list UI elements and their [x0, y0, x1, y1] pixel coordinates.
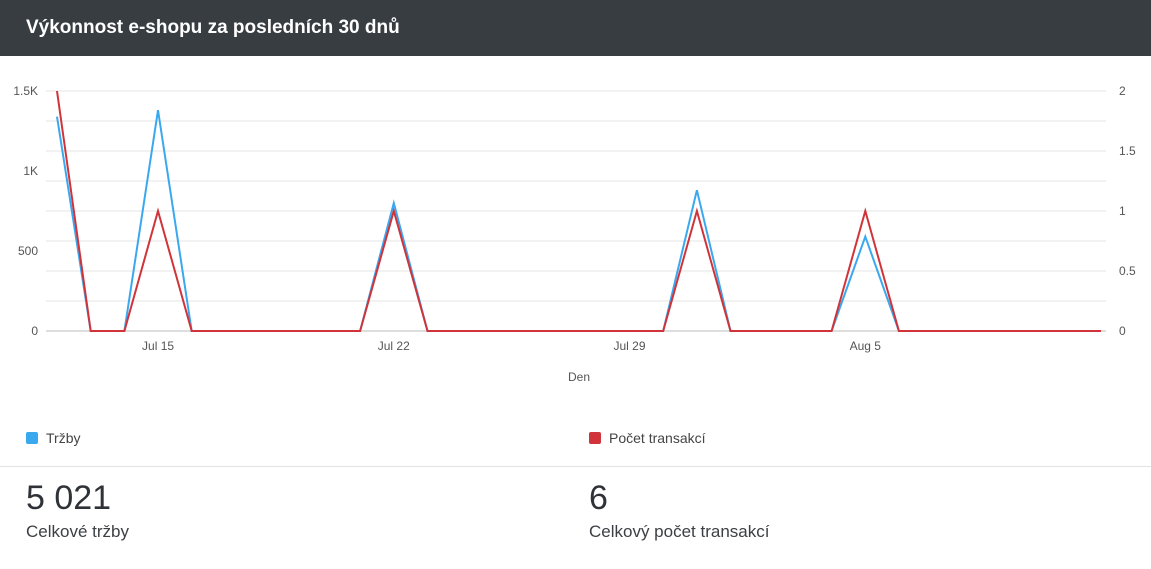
revenue-swatch-icon — [26, 432, 38, 444]
kpi-transactions: 6 Celkový počet transakcí — [589, 478, 769, 542]
x-tick-label: Jul 15 — [142, 339, 174, 353]
x-axis-label: Den — [568, 370, 590, 384]
divider — [0, 466, 1151, 467]
y-left-tick-label: 0 — [31, 324, 38, 338]
kpi-revenue-label: Celkové tržby — [26, 522, 129, 541]
y-right-tick-label: 0 — [1119, 324, 1126, 338]
line-chart: 0 500 1K 1.5K 0 0.5 1 1.5 2 Jul 15 Jul 22 Jul 29 A… — [13, 84, 1136, 384]
kpi-revenue-value: 5 021 — [26, 479, 112, 517]
legend-label-transactions: Počet transakcí — [609, 430, 706, 446]
x-tick-label: Aug 5 — [850, 339, 882, 353]
series-line-revenue — [56, 110, 1101, 332]
page-header: Výkonnost e-shopu za posledních 30 dnů — [0, 0, 1151, 56]
kpi-transactions-value: 6 — [589, 479, 608, 517]
page-title: Výkonnost e-shopu za posledních 30 dnů — [26, 17, 400, 38]
kpi-transactions-label: Celkový počet transakcí — [589, 522, 770, 541]
x-ticks: Jul 15 Jul 22 Jul 29 Aug 5 — [142, 339, 881, 353]
y-right-tick-label: 1 — [1119, 204, 1126, 218]
legend-item-transactions[interactable]: Počet transakcí — [589, 430, 706, 446]
legend-item-revenue[interactable]: Tržby — [26, 430, 80, 446]
y-left-tick-label: 500 — [18, 244, 38, 258]
y-right-tick-label: 0.5 — [1119, 264, 1136, 278]
x-tick-label: Jul 29 — [614, 339, 646, 353]
legend-label-revenue: Tržby — [46, 430, 81, 446]
chart-legend: Tržby Počet transakcí — [0, 430, 1151, 456]
y-left-ticks: 0 500 1K 1.5K — [13, 84, 38, 338]
y-left-tick-label: 1K — [23, 164, 38, 178]
kpi-revenue: 5 021 Celkové tržby — [26, 478, 129, 542]
series-line-transactions — [56, 90, 1101, 332]
chart-area: 0 500 1K 1.5K 0 0.5 1 1.5 2 Jul 15 Jul 22 Jul 29 A… — [0, 56, 1151, 396]
x-tick-label: Jul 22 — [378, 339, 410, 353]
y-left-tick-label: 1.5K — [13, 84, 38, 98]
y-right-ticks: 0 0.5 1 1.5 2 — [1119, 84, 1136, 338]
chart-grid — [46, 90, 1106, 332]
y-right-tick-label: 1.5 — [1119, 144, 1136, 158]
y-right-tick-label: 2 — [1119, 84, 1126, 98]
chart-series — [56, 90, 1101, 332]
transactions-swatch-icon — [589, 432, 601, 444]
